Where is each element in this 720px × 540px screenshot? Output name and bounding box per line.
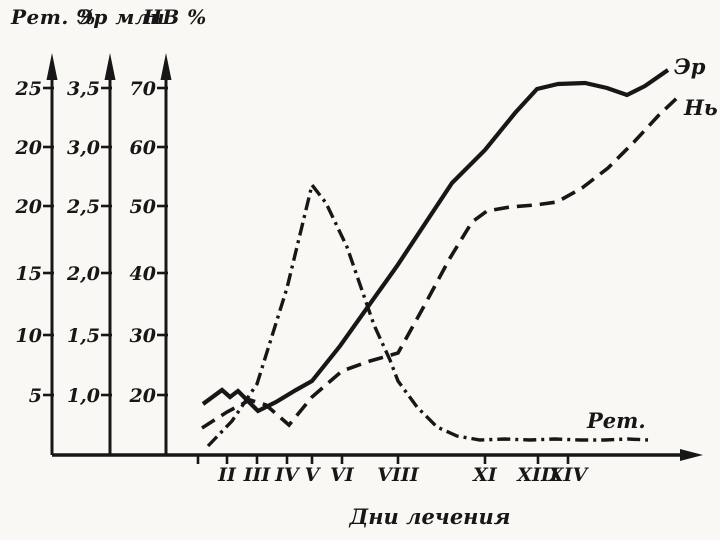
x-tick-label-day: XIII bbox=[516, 464, 560, 486]
series-line-er bbox=[201, 68, 670, 414]
arrow-up-icon bbox=[46, 53, 58, 80]
y-tick-label-hb: 70 bbox=[130, 78, 156, 100]
y-tick-label-er: 2,5 bbox=[66, 196, 100, 218]
y-axis-er: 3,5 3,0 2,5 2,0 1,5 1,0 bbox=[66, 53, 116, 455]
x-axis-title: Дни лечения bbox=[349, 504, 511, 529]
y-tick-label-er: 3,0 bbox=[67, 137, 100, 159]
y-tick-label-ret: 20 bbox=[15, 196, 42, 218]
y-tick-label-er: 1,0 bbox=[67, 385, 100, 407]
series-line-ret bbox=[206, 181, 649, 448]
y-tick-label-ret: 5 bbox=[29, 385, 42, 407]
x-tick-label-day: XI bbox=[472, 464, 498, 486]
x-tick-label-day: III bbox=[243, 464, 272, 486]
curve-label-ret: Рет. bbox=[586, 408, 646, 433]
y-axis-title-ret: Рет. % bbox=[11, 5, 96, 29]
x-tick-label-day: XIV bbox=[548, 464, 590, 486]
arrow-right-icon bbox=[680, 449, 703, 461]
arrow-up-icon bbox=[160, 53, 172, 80]
y-tick-label-hb: 50 bbox=[130, 196, 156, 218]
y-tick-label-hb: 40 bbox=[130, 263, 156, 285]
y-tick-label-hb: 30 bbox=[130, 325, 156, 347]
x-tick-label-day: II bbox=[217, 464, 237, 486]
curve-label-er: Эр bbox=[674, 54, 706, 79]
y-axis-ret: 25 20 20 15 10 5 bbox=[15, 53, 58, 455]
y-axis-title-er: Эр млн bbox=[77, 5, 166, 29]
x-tick-label-day: IV bbox=[274, 464, 301, 486]
x-tick-label-day: V bbox=[305, 464, 322, 486]
x-tick-label-day: VIII bbox=[377, 464, 420, 486]
y-tick-label-er: 2,0 bbox=[66, 263, 100, 285]
arrow-up-icon bbox=[104, 53, 116, 80]
series-line-hb bbox=[201, 95, 680, 430]
y-axis-title-hb: НВ % bbox=[143, 5, 207, 29]
y-tick-label-ret: 25 bbox=[15, 78, 42, 100]
y-tick-label-hb: 60 bbox=[130, 137, 156, 159]
y-tick-label-ret: 20 bbox=[15, 137, 42, 159]
y-tick-label-ret: 10 bbox=[16, 325, 42, 347]
curve-label-hb: Нь bbox=[683, 95, 718, 120]
y-tick-label-er: 1,5 bbox=[67, 325, 100, 347]
y-tick-label-er: 3,5 bbox=[67, 78, 100, 100]
y-axis-hb: 70 60 50 40 30 20 bbox=[129, 53, 172, 455]
y-tick-label-hb: 20 bbox=[129, 385, 156, 407]
x-tick-label-day: VI bbox=[330, 464, 355, 486]
y-tick-label-ret: 15 bbox=[16, 263, 42, 285]
